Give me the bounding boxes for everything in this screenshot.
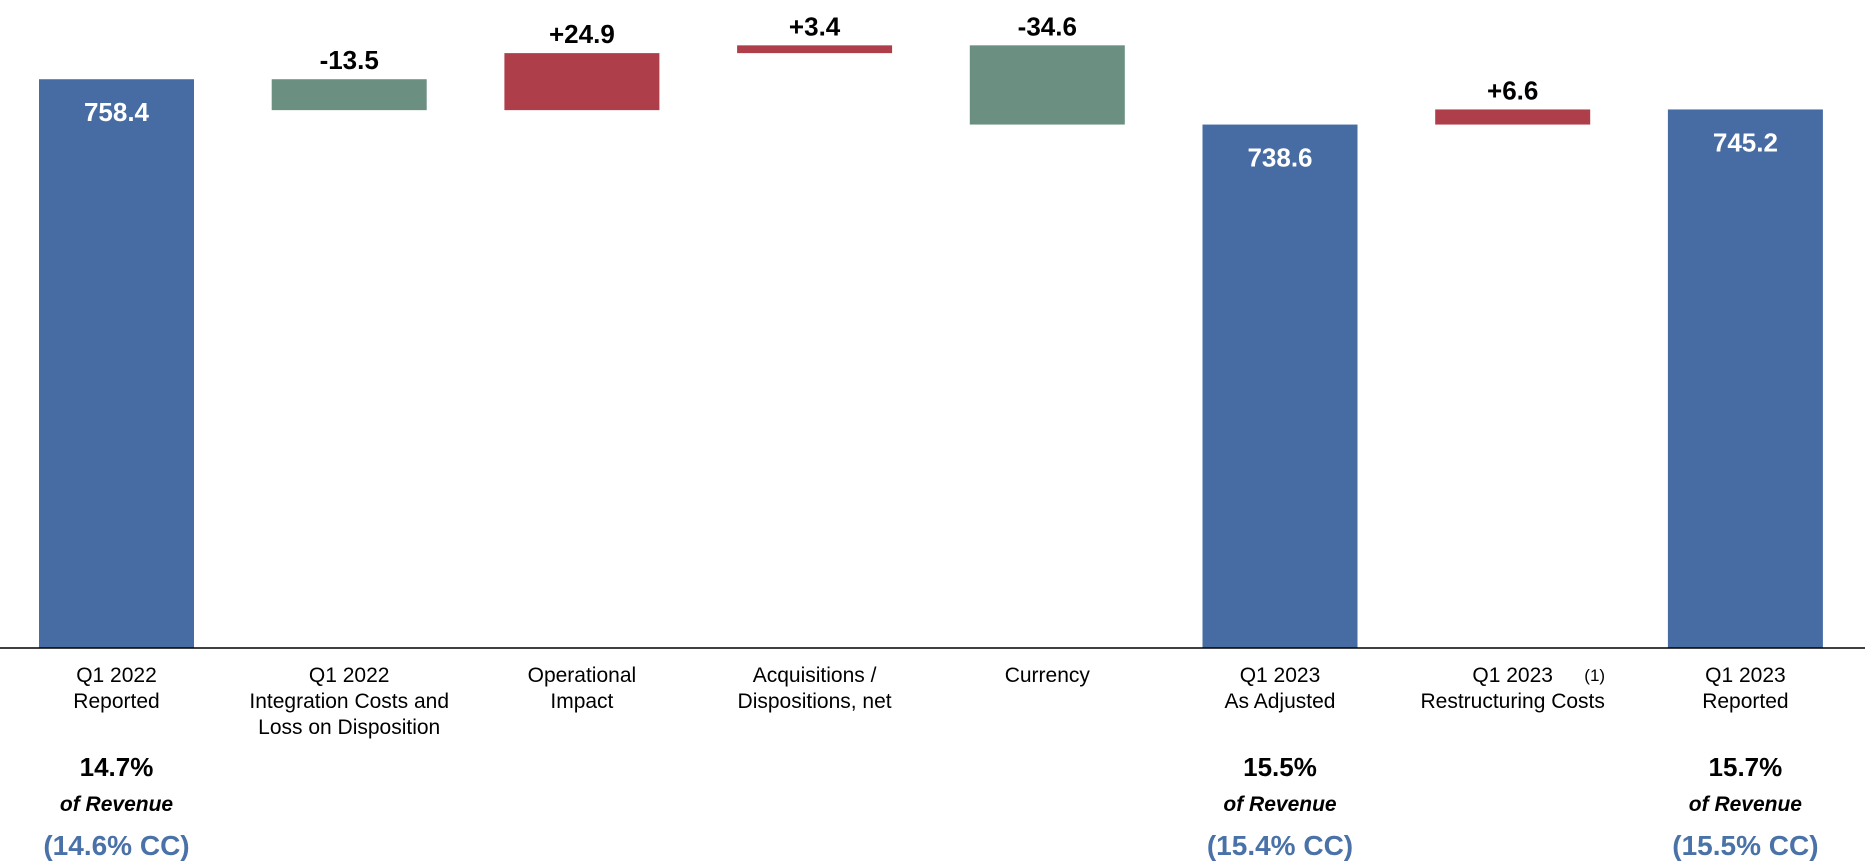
constant-currency: (14.6% CC) [43, 830, 189, 861]
x-tick-label-line: Q1 2023 [1705, 664, 1786, 687]
x-tick-label-line: Q1 2023 [1472, 664, 1553, 687]
x-tick-label-line: Loss on Disposition [258, 716, 440, 739]
x-tick-label-line: Integration Costs and [249, 690, 449, 713]
x-tick-label: Q1 2023 As Adjusted [1225, 664, 1336, 713]
value-label: 745.2 [1713, 127, 1778, 157]
bar [1435, 109, 1591, 125]
bar [969, 45, 1125, 125]
x-tick-label-line: Reported [73, 690, 159, 713]
bar [39, 79, 194, 648]
x-tick-label-line: Q1 2022 [76, 664, 157, 687]
x-tick-label: Q1 2023 Restructuring Costs [1420, 664, 1604, 713]
value-label: +24.9 [549, 19, 615, 49]
revenue-pct: 15.5% [1243, 752, 1317, 782]
x-tick-label-line: As Adjusted [1225, 690, 1336, 713]
revenue-pct: 14.7% [80, 752, 154, 782]
revenue-text: of Revenue [1689, 793, 1803, 816]
x-tick-label: Q1 2022 Reported [73, 664, 159, 713]
x-tick-label-line: Reported [1702, 690, 1788, 713]
footnote-marker: (1) [1584, 666, 1605, 685]
revenue-text: of Revenue [1223, 793, 1337, 816]
x-tick-label: Q1 2022 Integration Costs and Loss on Disp… [249, 664, 449, 739]
x-tick-label-line: Restructuring Costs [1420, 690, 1604, 713]
constant-currency: (15.5% CC) [1672, 830, 1818, 861]
constant-currency: (15.4% CC) [1207, 830, 1353, 861]
value-label: -13.5 [320, 45, 379, 75]
bar [1667, 109, 1823, 648]
x-tick-label-line: Q1 2022 [309, 664, 390, 687]
bar [271, 79, 427, 111]
revenue-pct: 15.7% [1709, 752, 1783, 782]
value-label: 758.4 [84, 97, 150, 127]
value-label: -34.6 [1018, 11, 1077, 41]
x-tick-label: Currency [1005, 664, 1091, 687]
bar [504, 53, 660, 111]
revenue-text: of Revenue [60, 793, 174, 816]
value-label: 738.6 [1247, 143, 1312, 173]
x-tick-label-line: Dispositions, net [738, 690, 892, 713]
x-tick-label-line: Impact [550, 690, 613, 713]
x-tick-label-line: Acquisitions / [753, 664, 877, 687]
x-tick-label: Acquisitions / Dispositions, net [738, 664, 892, 713]
x-tick-label-line: Q1 2023 [1240, 664, 1321, 687]
bar [1202, 124, 1358, 648]
bar [737, 45, 893, 54]
x-tick-label-line: Currency [1005, 664, 1091, 687]
x-tick-label-line: Operational [528, 664, 637, 687]
x-tick-label: Q1 2023 Reported [1702, 664, 1788, 713]
value-label: +6.6 [1487, 75, 1538, 105]
value-label: +3.4 [789, 11, 841, 41]
x-tick-label: Operational Impact [528, 664, 637, 713]
